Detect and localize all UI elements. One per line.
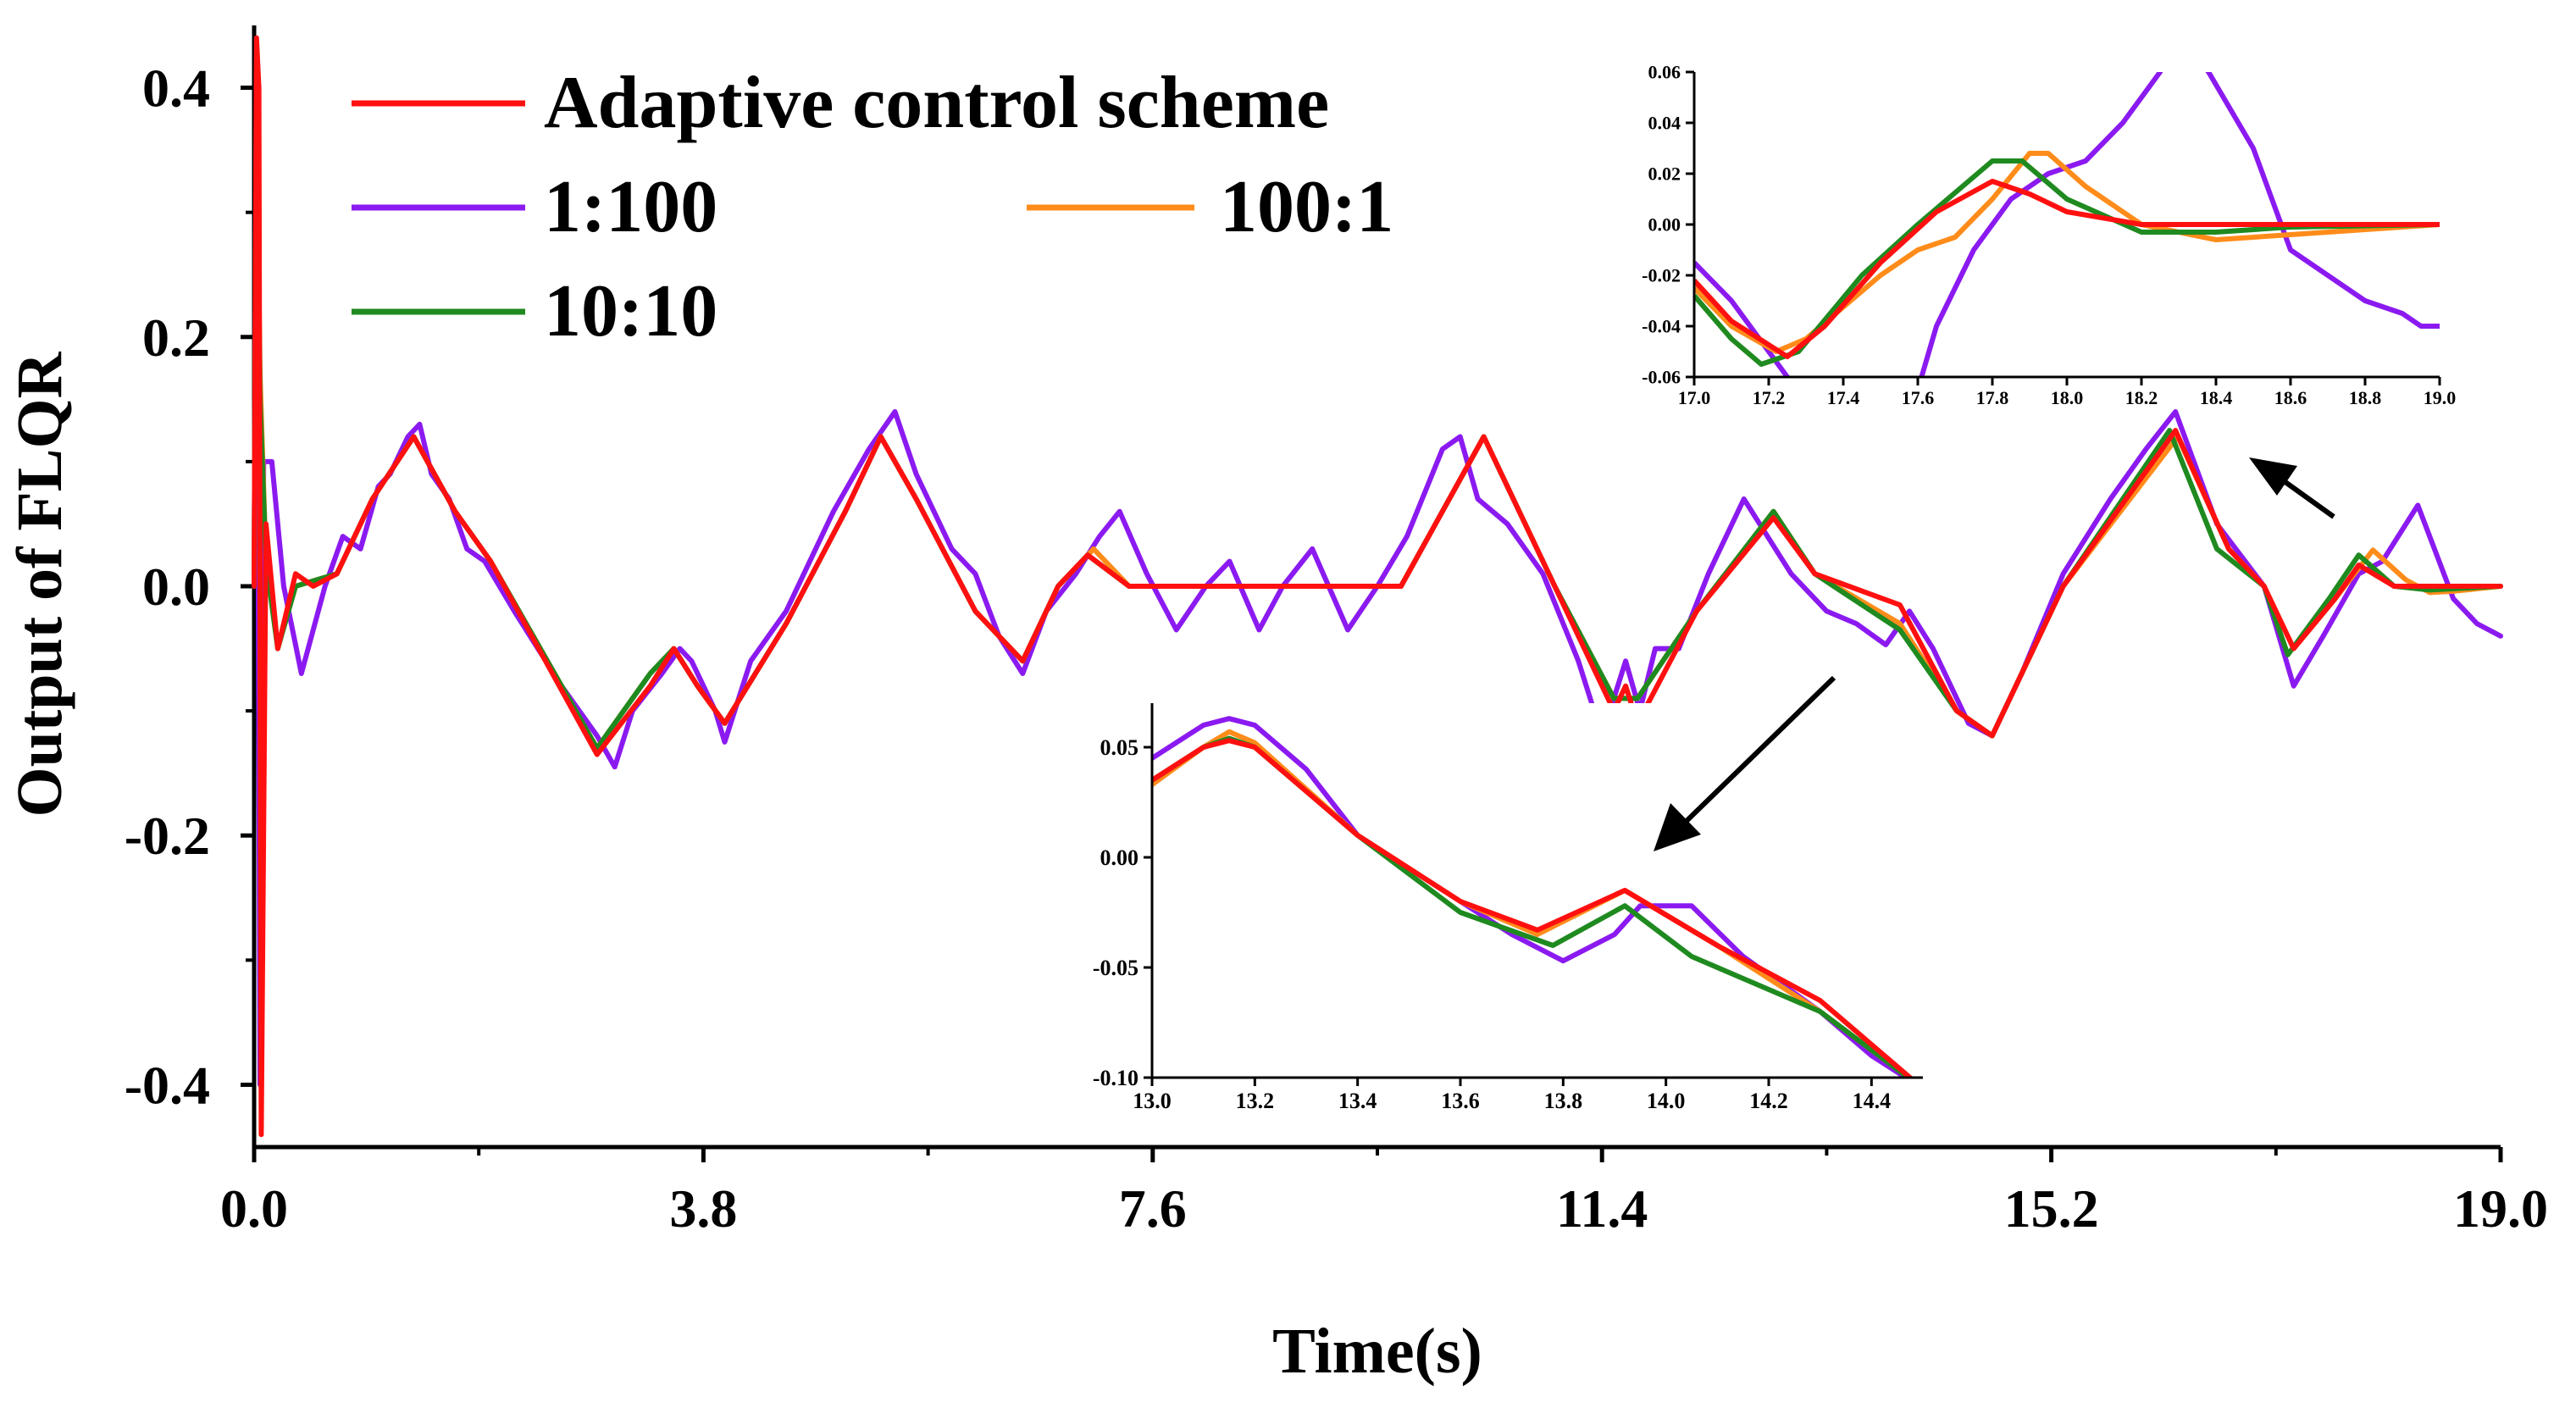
inset-series xyxy=(1152,716,1914,1078)
arrow-head-bottom-inset xyxy=(1654,803,1701,851)
x-tick-label: 11.4 xyxy=(1556,1178,1648,1239)
inset-y-tick-label: 0.00 xyxy=(1648,214,1681,236)
inset-bottom: 13.0 13.2 13.4 13.6 13.8 14.0 14.2 14.4 0.05 0.00… xyxy=(1093,703,1923,1113)
inset-y-tick-label: 0.04 xyxy=(1648,113,1681,134)
inset-x-tick-label: 13.8 xyxy=(1544,1089,1583,1113)
inset-x-tick-label: 13.2 xyxy=(1236,1089,1275,1113)
x-tick-label: 19.0 xyxy=(2453,1178,2548,1239)
inset-x-tick-label: 17.6 xyxy=(1902,387,1935,408)
inset-line-r10_10 xyxy=(1694,158,2440,367)
x-tick-label: 0.0 xyxy=(220,1178,288,1239)
inset-y-tick-label: 0.02 xyxy=(1648,164,1681,185)
x-tick-label: 7.6 xyxy=(1119,1178,1187,1239)
inset-x-tick-label: 17.0 xyxy=(1678,387,1711,408)
y-tick-label: -0.4 xyxy=(125,1055,210,1115)
legend-label-10-10: 10:10 xyxy=(544,270,717,352)
inset-y-tick-label: 0.05 xyxy=(1100,735,1139,760)
inset-y-tick-label: -0.06 xyxy=(1642,367,1681,388)
inset-top: 17.0 17.2 17.4 17.6 17.8 18.0 18.2 18.4 18.6 18.8… xyxy=(1642,62,2457,408)
inset-line-adaptive xyxy=(1152,738,1914,1078)
inset-series xyxy=(1694,72,2440,377)
legend-label-adaptive: Adaptive control scheme xyxy=(544,62,1329,144)
inset-line-r100_1 xyxy=(1694,151,2440,354)
main-series xyxy=(252,35,2503,1138)
inset-y-tick-label: -0.10 xyxy=(1093,1066,1138,1090)
y-tick-label: -0.2 xyxy=(125,806,210,866)
arrow-to-top-inset xyxy=(2281,478,2335,519)
arrow-head-top-inset xyxy=(2249,457,2297,496)
main-ticks: 0.0 3.8 7.6 11.4 15.2 19.0 0.4 0.2 0.0 -0.2 -0.4 xyxy=(125,58,2548,1239)
inset-x-tick-label: 14.2 xyxy=(1749,1089,1788,1113)
inset-y-tick-label: 0.06 xyxy=(1648,62,1681,83)
inset-line-adaptive xyxy=(1694,179,2440,359)
x-tick-label: 15.2 xyxy=(2004,1178,2099,1239)
inset-x-tick-label: 18.2 xyxy=(2125,387,2158,408)
legend: Adaptive control scheme 1:100 100:1 10:1… xyxy=(352,62,1393,352)
inset-x-tick-label: 18.6 xyxy=(2274,387,2307,408)
inset-y-tick-label: -0.04 xyxy=(1642,316,1681,337)
legend-label-100-1: 100:1 xyxy=(1220,166,1393,248)
inset-x-tick-label: 18.4 xyxy=(2200,387,2233,408)
y-axis-title: Output of FLQR xyxy=(4,351,75,817)
inset-x-tick-label: 17.4 xyxy=(1827,387,1860,408)
inset-y-tick-label: -0.02 xyxy=(1642,265,1681,286)
inset-x-tick-label: 14.4 xyxy=(1853,1089,1892,1113)
legend-label-1-100: 1:100 xyxy=(544,166,717,248)
zoom-arrows xyxy=(1654,457,2335,851)
y-tick-label: 0.2 xyxy=(142,308,210,368)
inset-x-tick-label: 13.6 xyxy=(1441,1089,1480,1113)
inset-x-tick-label: 19.0 xyxy=(2424,387,2457,408)
inset-x-tick-label: 14.0 xyxy=(1647,1089,1686,1113)
x-axis-title: Time(s) xyxy=(1272,1316,1482,1387)
inset-x-tick-label: 13.4 xyxy=(1338,1089,1377,1113)
y-tick-label: 0.0 xyxy=(142,557,210,617)
inset-line-r1_100 xyxy=(1694,72,2440,377)
y-tick-label: 0.4 xyxy=(142,58,210,119)
main-plot: 0.0 3.8 7.6 11.4 15.2 19.0 0.4 0.2 0.0 -0.2 -0.4 T… xyxy=(4,25,2548,1387)
inset-x-tick-label: 13.0 xyxy=(1133,1089,1172,1113)
inset-y-tick-label: -0.05 xyxy=(1093,956,1138,980)
inset-x-tick-label: 18.8 xyxy=(2349,387,2382,408)
x-tick-label: 3.8 xyxy=(669,1178,737,1239)
inset-x-tick-label: 17.2 xyxy=(1753,387,1786,408)
inset-x-tick-label: 17.8 xyxy=(1976,387,2009,408)
inset-x-tick-label: 18.0 xyxy=(2051,387,2084,408)
series-line-adaptive xyxy=(252,35,2503,1138)
inset-y-tick-label: 0.00 xyxy=(1100,845,1139,870)
arrow-to-bottom-inset xyxy=(1683,675,1836,824)
